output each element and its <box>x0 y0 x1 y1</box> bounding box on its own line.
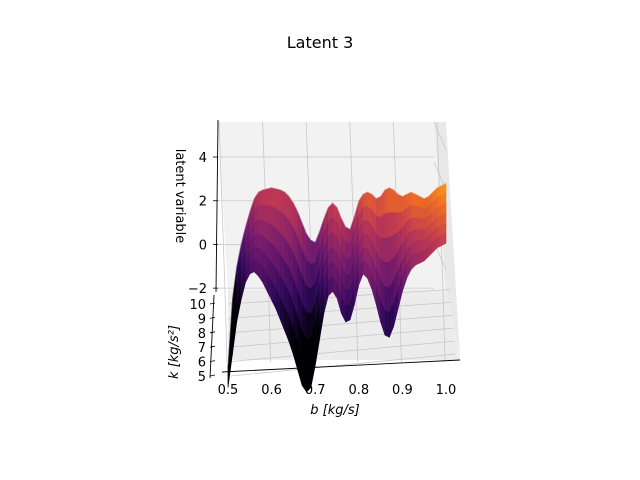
x-tick-label: 0.6 <box>261 383 282 398</box>
surface-facet <box>384 262 390 288</box>
surface-facet <box>262 188 268 207</box>
y-tick-label: 8 <box>198 327 206 342</box>
surface-facet <box>310 239 316 266</box>
surface-facet <box>362 191 368 208</box>
y-tick-label: 5 <box>198 370 206 385</box>
surface-facet <box>306 285 312 315</box>
x-axis-label: b [kg/s] <box>310 403 359 418</box>
x-tick-label: 0.7 <box>305 383 326 398</box>
z-tick-label: −2 <box>188 282 207 297</box>
surface-facet <box>345 258 351 275</box>
surface-facet <box>410 217 416 232</box>
surface-facet <box>380 213 386 239</box>
surface-facet <box>258 219 264 237</box>
y-gridline <box>228 302 452 319</box>
side-pane <box>434 122 460 358</box>
surface-facet <box>362 220 368 236</box>
z-axis-label: latent variable <box>172 149 187 244</box>
surface-facet <box>410 204 416 219</box>
y-tick-label: 7 <box>198 341 206 356</box>
surface-facet <box>389 187 394 213</box>
surface-facet <box>253 219 259 236</box>
surface-facet <box>389 212 394 238</box>
surface-facet <box>384 310 390 338</box>
y-gridline <box>229 327 454 348</box>
x-tick-label: 0.5 <box>218 383 239 398</box>
z-tick-label: 4 <box>199 151 207 166</box>
surface <box>227 182 447 393</box>
surface-facet <box>384 187 390 215</box>
y-axis-label: k [kg/s²] <box>167 325 182 379</box>
x-floor-gridline <box>268 289 271 363</box>
surface-facet <box>306 338 312 367</box>
surface-facet <box>258 189 264 207</box>
surface-facet <box>306 259 312 290</box>
y-gridline <box>230 340 455 362</box>
surface-facet <box>380 237 386 264</box>
y-tick <box>209 374 216 377</box>
surface-facet <box>419 207 425 220</box>
surface-facet <box>393 212 399 236</box>
surface-facet <box>419 239 425 253</box>
surface-facet <box>280 189 285 216</box>
surface-facet <box>306 312 312 340</box>
surface-facet <box>397 193 403 214</box>
x-floor-gridline <box>224 289 228 363</box>
surface-facet <box>345 242 351 260</box>
x-floor-gridline <box>442 289 446 363</box>
z-tick-label: 0 <box>199 238 207 253</box>
z-axis-line <box>215 119 219 293</box>
x-tick-label: 1.0 <box>436 383 457 398</box>
surface-facet <box>384 286 390 313</box>
surface-facet <box>262 204 268 224</box>
surface-facet <box>271 187 277 210</box>
surface-facet <box>419 218 425 230</box>
x-tick-label: 0.8 <box>348 383 369 398</box>
y-axis-line <box>209 294 215 379</box>
chart-title: Latent 3 <box>286 33 354 52</box>
surface-facet <box>441 232 447 246</box>
x-tick-label: 0.9 <box>392 383 413 398</box>
surface-facet <box>384 212 390 239</box>
surface-facet <box>384 237 390 263</box>
surface-facet <box>375 195 381 218</box>
surface-facet <box>258 204 264 222</box>
surface-facet <box>345 289 351 307</box>
surface-facet <box>275 188 281 213</box>
surface-facet <box>436 235 442 249</box>
y-tick-label: 6 <box>198 356 206 371</box>
y-tick <box>209 302 216 305</box>
surface-facet <box>415 240 421 254</box>
surface-facet <box>419 250 425 264</box>
surface-facet <box>345 304 351 323</box>
surface-facet <box>253 233 259 249</box>
side-gridline <box>433 121 447 151</box>
y-gridline <box>230 353 456 377</box>
y-tick-label: 10 <box>189 298 206 313</box>
x-gridline <box>218 121 226 291</box>
surface-facet <box>266 187 272 207</box>
surface-facet <box>419 229 425 242</box>
surface-facet <box>415 229 421 242</box>
z-tick-label: 2 <box>199 195 207 210</box>
y-gridline <box>229 314 453 334</box>
surface-facet <box>345 226 351 245</box>
y-tick <box>209 345 216 348</box>
surface-ridge <box>227 182 447 365</box>
surface-facet <box>266 205 272 226</box>
surface-facet <box>415 251 421 266</box>
x-axis-line <box>221 359 461 373</box>
y-tick-label: 9 <box>198 312 206 327</box>
surface-facet <box>362 233 368 251</box>
surface-facet <box>345 274 351 291</box>
surface-facet <box>362 205 368 222</box>
surface-facet <box>415 217 421 230</box>
surface-facet <box>415 205 421 219</box>
